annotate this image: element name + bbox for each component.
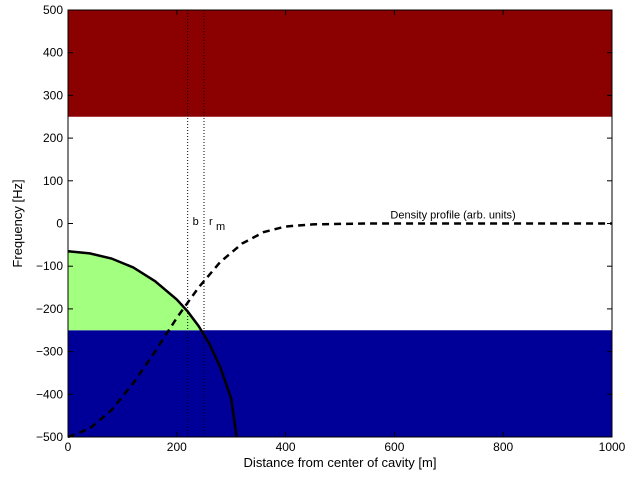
x-tick-label: 400 xyxy=(276,440,296,454)
x-tick-label: 200 xyxy=(167,440,187,454)
x-tick-label: 800 xyxy=(493,440,513,454)
vline-layer xyxy=(187,10,205,437)
y-tick-label: 200 xyxy=(43,131,63,145)
y-tick-label: −500 xyxy=(36,430,63,444)
y-tick-label: 100 xyxy=(43,174,63,188)
band-lower xyxy=(68,330,612,437)
band-upper xyxy=(68,10,612,117)
series-line-density xyxy=(67,222,612,439)
tick-layer: 0 200 400 600 800 1000 −500 −400 −300 −200 −100 0 10… xyxy=(36,3,626,454)
band-layer xyxy=(68,10,612,437)
annotation-layer: b r m Density profile (arb. units) xyxy=(193,209,516,232)
x-tick-label: 0 xyxy=(65,440,72,454)
series-line-solid xyxy=(67,250,238,438)
x-tick-label: 600 xyxy=(384,440,404,454)
vline-label-sub-1: m xyxy=(216,221,225,233)
y-tick-label: −400 xyxy=(36,387,63,401)
y-tick-label: 300 xyxy=(43,88,63,102)
vline-label-0: b xyxy=(193,216,199,228)
annotation-0: Density profile (arb. units) xyxy=(390,209,515,221)
y-tick-label: 0 xyxy=(56,217,63,231)
x-tick-label: 1000 xyxy=(599,440,626,454)
y-tick-label: 400 xyxy=(43,46,63,60)
series-layer xyxy=(67,222,612,439)
y-tick-label: 500 xyxy=(43,3,63,17)
y-tick-label: −300 xyxy=(36,345,63,359)
vline-label-1: r xyxy=(209,216,213,228)
x-axis-label: Distance from center of cavity [m] xyxy=(244,455,437,470)
area-band-green xyxy=(68,251,202,331)
y-axis-label: Frequency [Hz] xyxy=(10,179,25,267)
y-tick-label: −200 xyxy=(36,302,63,316)
y-tick-label: −100 xyxy=(36,259,63,273)
